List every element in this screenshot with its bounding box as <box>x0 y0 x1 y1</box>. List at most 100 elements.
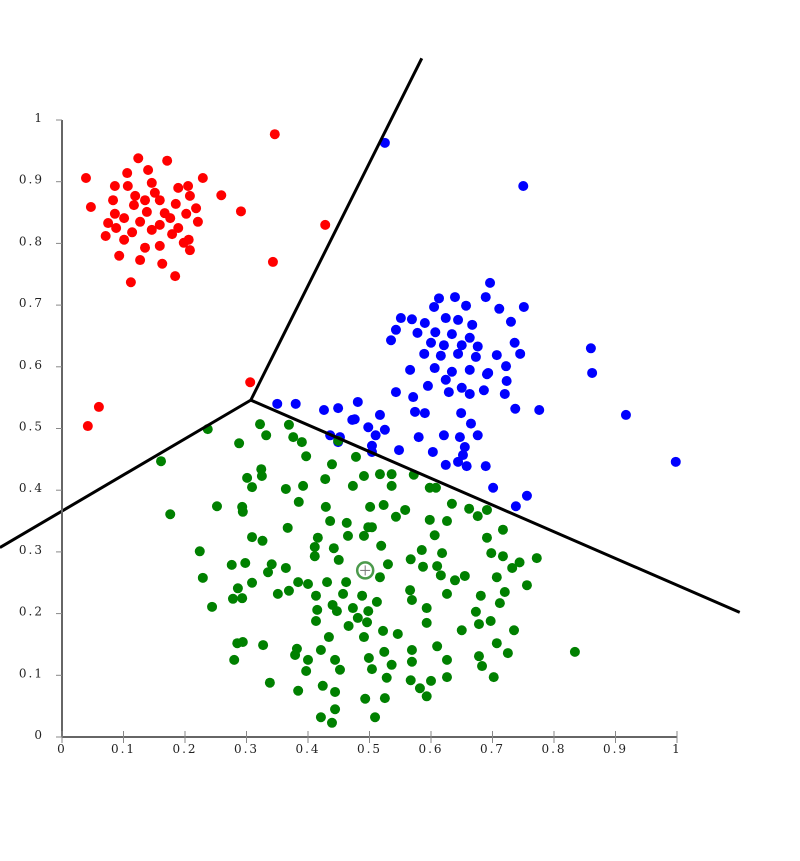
green-point <box>255 419 266 430</box>
blue-point <box>419 348 430 359</box>
green-point <box>370 712 381 723</box>
green-point <box>301 665 312 676</box>
green-point <box>320 501 331 512</box>
blue-point <box>438 430 449 441</box>
green-point <box>293 577 304 588</box>
green-point <box>331 606 342 617</box>
green-point <box>352 612 363 623</box>
green-point <box>470 606 481 617</box>
green-point <box>481 504 492 515</box>
green-point <box>477 661 488 672</box>
blue-point <box>433 293 444 304</box>
green-point <box>362 617 373 628</box>
green-point <box>165 509 176 520</box>
green-point <box>426 675 436 686</box>
green-point <box>371 596 382 607</box>
blue-point <box>438 340 449 351</box>
green-point <box>242 472 253 483</box>
green-point <box>343 620 354 631</box>
green-point <box>357 590 368 601</box>
blue-point <box>422 380 433 391</box>
green-point <box>333 554 344 565</box>
boundary-lines <box>0 57 741 614</box>
green-point <box>309 541 320 552</box>
blue-point <box>440 374 451 385</box>
red-point <box>130 190 141 201</box>
green-point <box>405 585 416 596</box>
x-tick-label: 0.9 <box>603 742 628 756</box>
green-point <box>386 480 397 491</box>
green-point <box>378 500 389 511</box>
red-point <box>184 245 195 256</box>
red-point <box>85 201 96 212</box>
x-tick-label: 0.8 <box>541 742 566 756</box>
green-point <box>358 471 369 482</box>
blue-point <box>370 430 381 441</box>
blue-point <box>406 314 417 325</box>
green-point <box>418 561 429 572</box>
green-point <box>432 641 443 652</box>
green-point <box>441 588 452 599</box>
green-point <box>326 717 337 728</box>
green-point <box>232 583 243 594</box>
blue-point <box>443 387 454 398</box>
green-point <box>358 530 369 541</box>
blue-point <box>429 363 440 374</box>
red-point <box>100 230 111 241</box>
red-point <box>122 168 133 179</box>
blue-point <box>419 317 430 328</box>
blue-point <box>363 422 374 433</box>
red-point <box>162 155 173 166</box>
red-point <box>108 195 119 206</box>
blue-point <box>390 324 401 335</box>
blue-point <box>453 314 464 325</box>
red-point <box>141 206 152 217</box>
red-point <box>140 242 151 253</box>
green-point <box>296 437 307 448</box>
green-point <box>303 654 313 665</box>
boundary-line <box>250 398 741 614</box>
green-point <box>303 578 313 589</box>
blue-point <box>485 277 496 288</box>
blue-point <box>333 403 344 414</box>
blue-point <box>429 301 440 312</box>
blue-point <box>494 303 505 314</box>
green-point <box>341 517 352 528</box>
blue-point <box>318 404 329 415</box>
red-point <box>127 227 138 238</box>
x-tick-label: 0.1 <box>111 742 136 756</box>
green-point <box>350 451 361 462</box>
green-point <box>363 606 374 617</box>
green-point <box>156 456 167 467</box>
green-point <box>194 546 205 557</box>
blue-point <box>453 348 464 359</box>
red-point <box>119 213 130 224</box>
green-point <box>449 575 460 586</box>
red-point <box>135 216 146 227</box>
green-point <box>211 501 222 512</box>
green-point <box>378 625 389 636</box>
y-tick-label: 0.1 <box>19 666 44 680</box>
green-point <box>374 469 385 480</box>
green-point <box>386 659 397 670</box>
blue-point <box>461 300 472 311</box>
green-point <box>328 543 339 554</box>
green-point <box>320 474 331 485</box>
green-point <box>237 506 248 517</box>
y-tick-label: 0.5 <box>19 420 44 434</box>
blue-point <box>467 319 478 330</box>
red-point <box>133 153 144 164</box>
green-point <box>237 636 248 647</box>
green-point <box>488 672 499 683</box>
blue-point <box>440 459 451 470</box>
blue-point <box>483 367 494 378</box>
blue-point <box>478 385 489 396</box>
blue-point <box>472 341 483 352</box>
red-point <box>245 377 256 388</box>
red-point <box>216 190 227 201</box>
green-point <box>485 616 496 627</box>
green-point <box>347 603 358 614</box>
red-point <box>143 164 154 175</box>
x-tick-label: 1 <box>672 742 682 756</box>
green-point <box>283 419 294 430</box>
